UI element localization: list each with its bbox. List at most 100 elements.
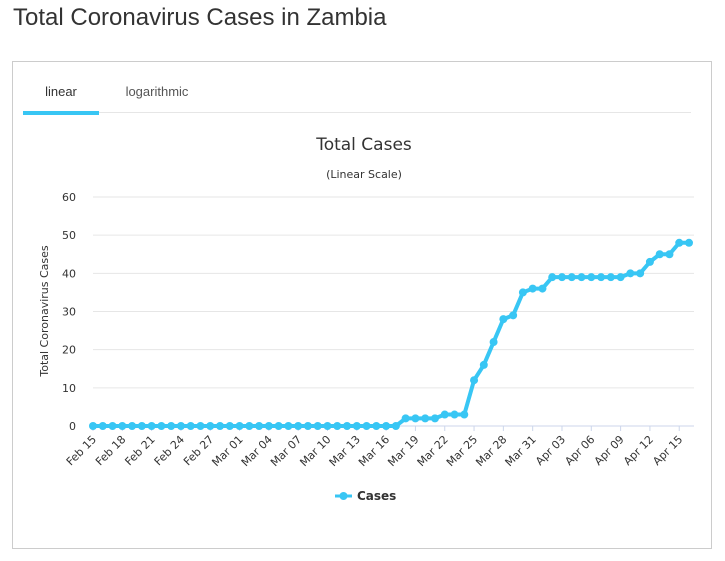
data-point[interactable]	[430, 414, 439, 423]
data-point[interactable]	[636, 269, 645, 278]
data-point[interactable]	[235, 422, 244, 430]
data-point[interactable]	[303, 422, 312, 430]
data-point[interactable]	[665, 250, 674, 259]
data-point[interactable]	[587, 273, 596, 282]
data-point[interactable]	[216, 422, 225, 430]
data-point[interactable]	[89, 422, 97, 430]
data-point[interactable]	[460, 410, 469, 419]
data-point[interactable]	[274, 422, 283, 430]
tab-linear[interactable]: linear	[45, 84, 77, 99]
data-point[interactable]	[98, 422, 107, 430]
data-point[interactable]	[255, 422, 264, 430]
x-tick-label: Feb 18	[93, 433, 128, 468]
data-point[interactable]	[333, 422, 342, 430]
x-tick-label: Mar 28	[473, 433, 509, 469]
legend-marker	[339, 492, 348, 500]
y-tick-label: 60	[62, 191, 76, 204]
data-point[interactable]	[108, 422, 117, 430]
data-point[interactable]	[294, 422, 303, 430]
chart-panel: linear logarithmic	[12, 61, 712, 549]
x-tick-label: Mar 31	[503, 433, 539, 469]
data-point[interactable]	[479, 360, 488, 369]
data-point[interactable]	[382, 422, 391, 430]
data-point[interactable]	[352, 422, 361, 430]
data-point[interactable]	[470, 376, 479, 385]
y-tick-label: 50	[62, 229, 76, 242]
y-tick-label: 40	[62, 267, 76, 280]
data-point[interactable]	[313, 422, 322, 430]
x-tick-label: Mar 16	[356, 433, 392, 469]
data-point[interactable]	[128, 422, 137, 430]
data-point[interactable]	[137, 422, 146, 430]
data-point[interactable]	[606, 273, 615, 282]
data-point[interactable]	[206, 422, 215, 430]
data-point[interactable]	[157, 422, 166, 430]
data-point[interactable]	[528, 284, 537, 293]
data-point[interactable]	[343, 422, 352, 430]
data-point[interactable]	[176, 422, 185, 430]
data-point[interactable]	[264, 422, 273, 430]
data-point[interactable]	[616, 273, 625, 282]
data-point[interactable]	[557, 273, 566, 282]
x-tick-label: Apr 12	[621, 433, 656, 468]
data-point[interactable]	[440, 410, 449, 419]
data-point[interactable]	[655, 250, 664, 259]
x-tick-label: Feb 15	[64, 433, 99, 468]
data-point[interactable]	[284, 422, 293, 430]
data-point[interactable]	[421, 414, 430, 423]
data-point[interactable]	[567, 273, 576, 282]
data-point[interactable]	[645, 257, 654, 266]
data-point[interactable]	[362, 422, 371, 430]
data-point[interactable]	[118, 422, 127, 430]
x-tick-label: Mar 07	[268, 433, 304, 469]
chart-subtitle: (Linear Scale)	[326, 168, 402, 181]
data-point[interactable]	[401, 414, 410, 423]
x-tick-label: Apr 03	[533, 433, 568, 468]
chart-title: Total Cases	[315, 135, 412, 155]
x-tick-label: Apr 09	[592, 433, 627, 468]
data-point[interactable]	[499, 315, 508, 324]
x-tick-label: Mar 01	[209, 433, 245, 469]
y-tick-label: 0	[69, 420, 76, 433]
y-tick-label: 30	[62, 306, 76, 319]
data-point[interactable]	[196, 422, 205, 430]
data-point[interactable]	[509, 311, 518, 320]
tab-logarithmic[interactable]: logarithmic	[125, 84, 189, 99]
y-axis-label: Total Coronavirus Cases	[38, 245, 51, 378]
x-tick-label: Mar 04	[239, 433, 275, 469]
legend[interactable]: Cases	[335, 489, 396, 503]
data-point[interactable]	[538, 284, 547, 293]
data-point[interactable]	[372, 422, 381, 430]
data-point[interactable]	[675, 238, 684, 247]
legend-label: Cases	[357, 489, 396, 503]
page-title: Total Coronavirus Cases in Zambia	[13, 4, 387, 31]
x-tick-label: Apr 15	[650, 433, 685, 468]
data-point[interactable]	[489, 338, 498, 347]
data-point[interactable]	[186, 422, 195, 430]
x-tick-label: Mar 13	[327, 433, 363, 469]
data-point[interactable]	[147, 422, 156, 430]
data-point[interactable]	[548, 273, 557, 282]
data-point[interactable]	[597, 273, 606, 282]
scale-tabs: linear logarithmic	[23, 76, 691, 115]
data-point[interactable]	[323, 422, 332, 430]
data-point[interactable]	[518, 288, 527, 297]
x-tick-label: Mar 19	[385, 433, 421, 469]
data-point[interactable]	[167, 422, 176, 430]
data-point[interactable]	[577, 273, 586, 282]
data-point[interactable]	[225, 422, 234, 430]
x-tick-label: Mar 25	[444, 433, 480, 469]
data-point[interactable]	[450, 410, 459, 419]
data-point[interactable]	[245, 422, 254, 430]
data-point[interactable]	[685, 238, 693, 247]
y-tick-label: 10	[62, 382, 76, 395]
y-tick-label: 20	[62, 344, 76, 357]
x-tick-label: Mar 10	[297, 433, 333, 469]
data-point[interactable]	[391, 422, 400, 430]
series-line-cases	[93, 240, 689, 428]
data-point[interactable]	[626, 269, 635, 278]
x-tick-label: Mar 22	[415, 433, 451, 469]
x-tick-label: Feb 24	[152, 433, 187, 468]
data-point[interactable]	[411, 414, 420, 423]
